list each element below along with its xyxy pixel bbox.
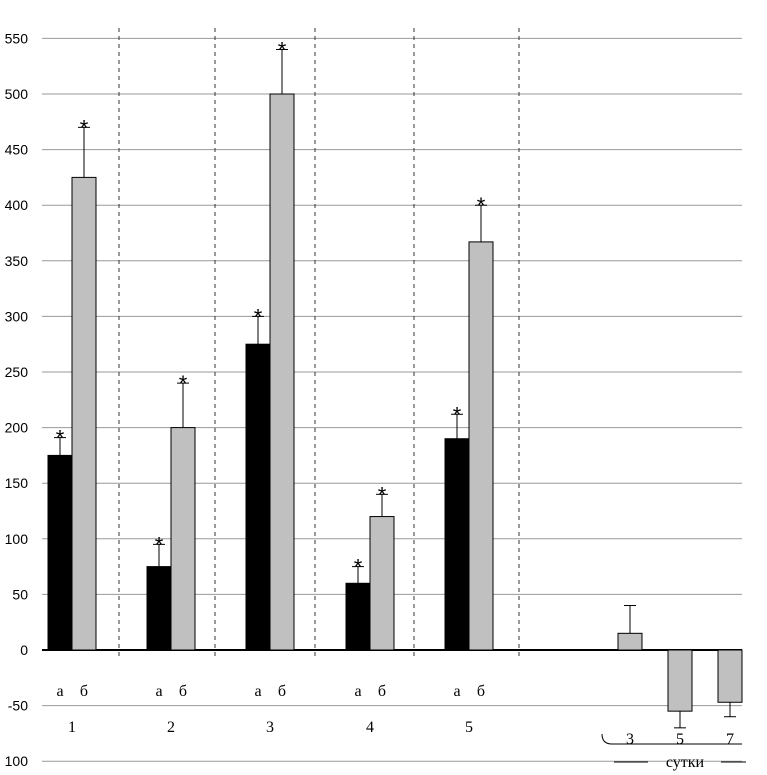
- significance-star: *: [453, 402, 462, 427]
- significance-star: *: [254, 304, 263, 329]
- bar-a-group-4: [345, 582, 371, 651]
- bar-a-group-1: [47, 454, 73, 651]
- sub-label-a: а: [56, 683, 63, 700]
- group-label: 2: [167, 719, 175, 736]
- significance-star: *: [56, 426, 65, 451]
- significance-star: *: [179, 371, 188, 396]
- days-caption: сутки: [666, 754, 705, 771]
- significance-star: *: [378, 482, 387, 507]
- sub-label-a: а: [354, 683, 361, 700]
- bar-a-group-2: [146, 566, 172, 651]
- bar-a-group-5: [444, 438, 470, 651]
- group-dividers: [118, 28, 520, 660]
- group-label: 5: [465, 719, 473, 736]
- sub-label-a: а: [254, 683, 261, 700]
- y-tick-label: 200: [5, 420, 29, 436]
- y-tick-label: 500: [5, 86, 29, 102]
- bar-b-group-4: [369, 516, 395, 651]
- gridlines: [42, 37, 742, 762]
- y-tick-label: 250: [5, 364, 29, 380]
- day-label: 7: [726, 731, 734, 748]
- sub-label-b: б: [80, 683, 88, 700]
- bar-b-group-1: [71, 176, 97, 651]
- significance-star: *: [278, 38, 287, 63]
- sub-label-b: б: [477, 683, 485, 700]
- day-bar-7: [717, 649, 743, 703]
- bar-a-group-3: [245, 343, 271, 651]
- bar-b-group-3: [269, 93, 295, 651]
- significance-star: *: [354, 555, 363, 580]
- days-brace: [601, 733, 742, 745]
- labels: 100 -50 0 50 100 150 200 250 300 350 400 450 500 550 *…: [5, 30, 746, 771]
- significance-star: *: [80, 115, 89, 140]
- y-tick-label: -50: [8, 698, 28, 714]
- y-tick-label: 300: [5, 308, 29, 324]
- bar-b-group-5: [468, 241, 494, 651]
- group-label: 4: [366, 719, 374, 736]
- sub-label-b: б: [378, 683, 386, 700]
- y-tick-label: 150: [5, 475, 29, 491]
- y-tick-label: 550: [5, 30, 29, 46]
- day-bar-3: [617, 632, 643, 651]
- y-tick-label: 450: [5, 142, 29, 158]
- bar-b-group-2: [170, 427, 196, 651]
- sub-label-a: а: [155, 683, 162, 700]
- y-tick-label: 0: [20, 642, 28, 658]
- day-label: 3: [626, 731, 634, 748]
- sub-label-a: а: [453, 683, 460, 700]
- sub-label-b: б: [278, 683, 286, 700]
- y-tick-label: 100: [5, 531, 29, 547]
- y-tick-label: 400: [5, 197, 29, 213]
- sub-label-b: б: [179, 683, 187, 700]
- bars: [47, 49, 743, 729]
- y-tick-label: 350: [5, 253, 29, 269]
- significance-star: *: [155, 532, 164, 557]
- y-tick-label: 50: [12, 586, 28, 602]
- y-tick-label: 100: [5, 753, 29, 769]
- day-bar-5: [667, 649, 693, 712]
- group-label: 1: [68, 719, 76, 736]
- day-label: 5: [676, 731, 684, 748]
- group-label: 3: [266, 719, 274, 736]
- significance-star: *: [477, 193, 486, 218]
